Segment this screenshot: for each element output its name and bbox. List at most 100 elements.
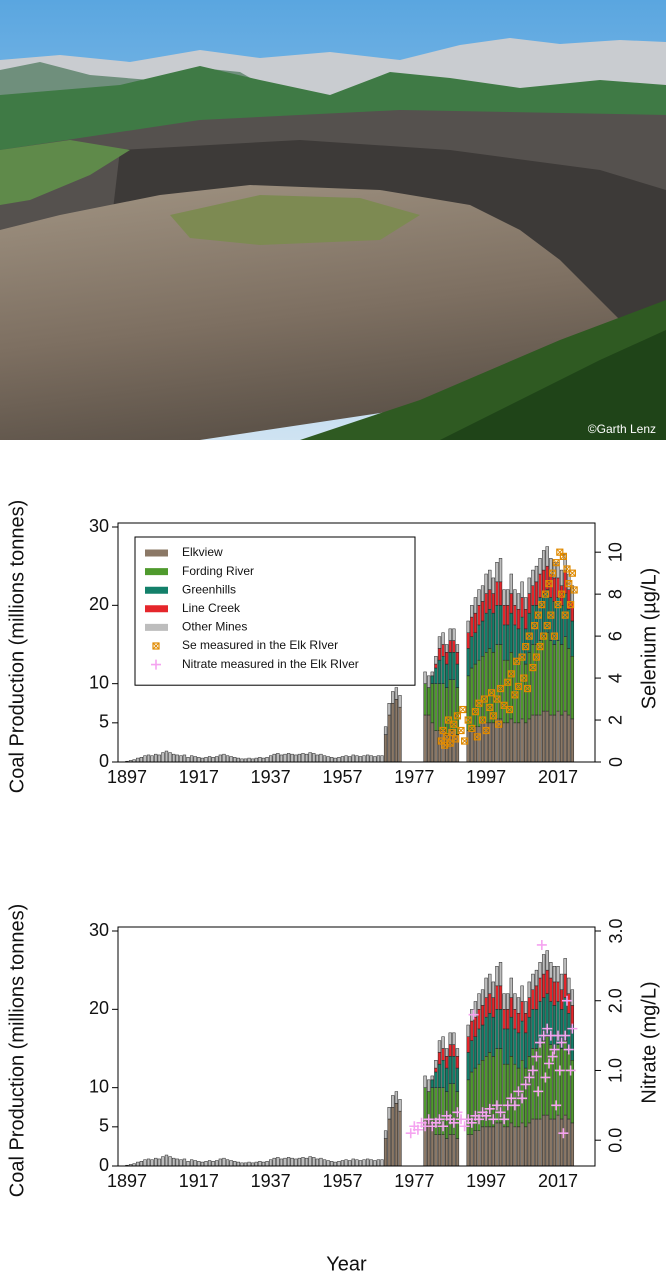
scatter-point bbox=[559, 552, 567, 560]
bar bbox=[484, 612, 488, 653]
scatter-point bbox=[434, 1114, 445, 1125]
bar bbox=[330, 757, 334, 763]
bar bbox=[541, 710, 546, 763]
scatter-point bbox=[545, 580, 553, 588]
bar bbox=[520, 597, 524, 618]
bar bbox=[556, 562, 560, 579]
marker-square bbox=[541, 590, 550, 598]
bar bbox=[448, 628, 452, 641]
marker-square bbox=[482, 726, 490, 735]
bar bbox=[455, 644, 460, 653]
bar bbox=[541, 569, 546, 594]
bar bbox=[495, 966, 499, 987]
scatter-point bbox=[567, 1023, 578, 1034]
marker-cross bbox=[481, 695, 488, 703]
scatter-point bbox=[471, 708, 479, 716]
bar bbox=[448, 1032, 452, 1045]
bar bbox=[197, 1161, 201, 1167]
bar bbox=[473, 632, 478, 665]
bar bbox=[534, 581, 539, 606]
bar bbox=[524, 1032, 528, 1069]
bar bbox=[172, 1157, 176, 1167]
scatter-point bbox=[540, 1072, 551, 1083]
bar bbox=[452, 640, 456, 653]
marker-square bbox=[568, 569, 576, 577]
x-tick-label: 1957 bbox=[322, 1171, 362, 1191]
bar bbox=[437, 648, 442, 661]
bar bbox=[276, 753, 280, 763]
marker-plus bbox=[466, 1117, 477, 1128]
scatter-point bbox=[438, 1121, 449, 1132]
y2-tick-label: 2 bbox=[606, 715, 626, 725]
bar bbox=[441, 1036, 445, 1049]
marker-cross bbox=[569, 569, 576, 577]
bar bbox=[455, 1056, 460, 1069]
bar bbox=[473, 1067, 478, 1132]
marker-plus bbox=[520, 1079, 531, 1090]
bar bbox=[570, 620, 575, 657]
bar bbox=[552, 1005, 557, 1049]
bar bbox=[567, 648, 571, 716]
bar bbox=[279, 1158, 284, 1167]
marker-square bbox=[480, 695, 488, 703]
bar bbox=[398, 1099, 402, 1112]
scatter-point bbox=[542, 1023, 553, 1034]
marker-plus bbox=[524, 1072, 535, 1083]
bar bbox=[509, 997, 513, 1018]
bar bbox=[455, 1138, 460, 1167]
bar bbox=[524, 609, 528, 630]
scatter-point bbox=[504, 678, 512, 686]
bar bbox=[498, 985, 503, 1010]
scatter-point bbox=[405, 1128, 416, 1139]
bar bbox=[563, 973, 567, 998]
bar bbox=[524, 597, 528, 610]
bar bbox=[441, 1060, 445, 1088]
marker-plus bbox=[434, 1114, 445, 1125]
marker-plus bbox=[499, 1114, 510, 1125]
bar bbox=[186, 1161, 190, 1167]
marker-cross bbox=[464, 716, 472, 724]
bar bbox=[556, 1044, 560, 1116]
scatter-point bbox=[525, 632, 533, 640]
scatter-point bbox=[561, 611, 569, 619]
bar bbox=[452, 1134, 456, 1167]
bar bbox=[545, 632, 549, 712]
bar bbox=[207, 756, 212, 763]
bar bbox=[297, 753, 302, 763]
scatter-point bbox=[457, 726, 465, 735]
chart: 0 5 10 20 30 0.0 1.0 2.0 3.0 1897 1917 1937 1957 1977… bbox=[6, 904, 660, 1275]
bar bbox=[556, 1114, 560, 1167]
bar bbox=[351, 1158, 355, 1167]
bar bbox=[254, 757, 258, 763]
marker-square bbox=[513, 657, 521, 665]
bar bbox=[398, 1110, 402, 1167]
scatter-point bbox=[461, 737, 469, 745]
marker-square bbox=[452, 735, 460, 743]
bar bbox=[534, 644, 539, 716]
bar bbox=[387, 703, 391, 716]
bar bbox=[495, 1009, 499, 1049]
bar bbox=[466, 648, 470, 677]
scatter-point bbox=[468, 724, 476, 733]
bar bbox=[570, 989, 575, 1006]
bar bbox=[466, 632, 470, 649]
bar bbox=[534, 1118, 539, 1167]
marker-square bbox=[495, 720, 503, 728]
bar bbox=[509, 612, 513, 653]
bar bbox=[136, 1161, 140, 1167]
marker-cross bbox=[482, 727, 490, 734]
marker-cross bbox=[507, 670, 515, 678]
bar bbox=[222, 753, 226, 763]
bar bbox=[502, 589, 506, 606]
marker-cross bbox=[538, 601, 546, 608]
scatter-point bbox=[466, 1117, 477, 1128]
bar bbox=[473, 1036, 478, 1069]
bar bbox=[520, 581, 524, 598]
bar bbox=[531, 1009, 535, 1049]
bar bbox=[200, 1161, 205, 1167]
bar bbox=[509, 1016, 513, 1057]
bar bbox=[376, 755, 381, 763]
bar bbox=[258, 757, 262, 763]
chart: 0 5 10 20 30 0 2 4 6 8 10 1897 1917 1937 1957 1977 1997 2… bbox=[6, 500, 660, 793]
bar bbox=[527, 593, 531, 614]
